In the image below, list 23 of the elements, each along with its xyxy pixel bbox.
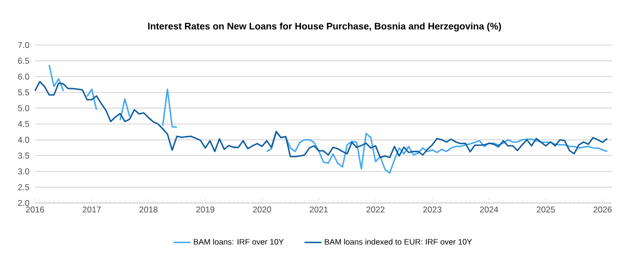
x-tick-label: 2018 [140,206,158,213]
y-tick-label: 2.5 [18,184,30,190]
x-tick-label: 2022 [366,206,385,213]
y-tick-label: 3.5 [18,152,30,159]
x-tick-label: 2025 [536,206,555,213]
y-tick-label: 4.5 [18,121,30,127]
x-tick-label: 2023 [423,206,442,213]
y-tick-label: 6.5 [18,58,30,64]
y-tick-label: 4.0 [18,136,30,143]
chart-title: Interest Rates on New Loans for House Purchase, Bosnia and Herzegovina (%) [148,22,501,32]
x-tick-label: 2026 [594,206,612,213]
y-tick-label: 2.0 [18,200,30,206]
x-tick-label: 2021 [310,206,328,213]
x-tick-label: 2016 [26,206,44,213]
x-tick-label: 2020 [253,206,272,213]
y-tick-label: 5.0 [18,105,30,112]
x-tick-label: 2019 [196,206,214,213]
y-tick-label: 7.0 [18,42,30,48]
y-tick-label: 6.0 [18,74,30,80]
x-tick-label: 2017 [82,206,101,213]
y-tick-label: 5.5 [18,89,30,96]
x-tick-label: 2024 [480,206,498,213]
y-tick-label: 3.0 [18,168,30,174]
